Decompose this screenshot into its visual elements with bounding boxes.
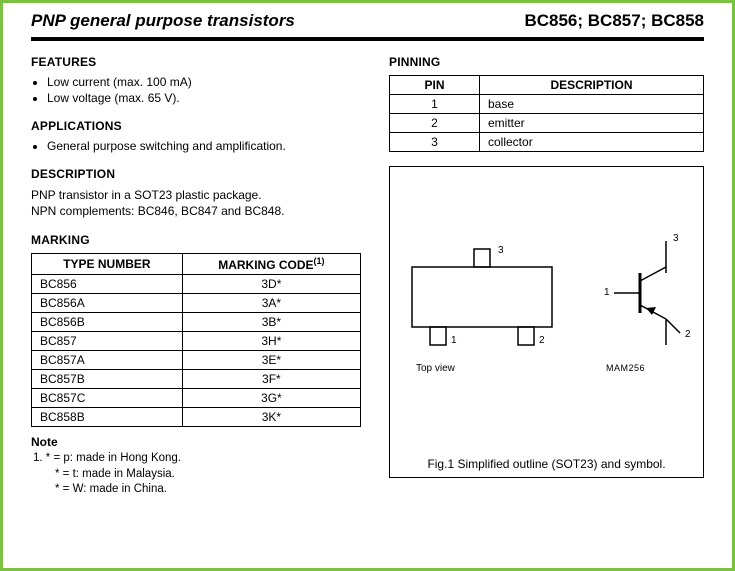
pin3-label: 3 (498, 245, 504, 256)
applications-heading: APPLICATIONS (31, 119, 361, 133)
figure-stage: 3 1 2 Top view (398, 177, 695, 437)
feature-item: Low current (max. 100 mA) (47, 75, 361, 89)
table-row: 1base (390, 95, 704, 114)
table-row: BC857A3E* (32, 351, 361, 370)
header-part-numbers: BC856; BC857; BC858 (524, 11, 704, 31)
feature-item: Low voltage (max. 65 V). (47, 91, 361, 105)
marking-heading: MARKING (31, 233, 361, 247)
table-row: BC857C3G* (32, 389, 361, 408)
left-column: FEATURES Low current (max. 100 mA) Low v… (31, 55, 361, 498)
note-line: 1. * = p: made in Hong Kong. (33, 452, 181, 464)
note-line: * = W: made in China. (33, 482, 361, 498)
table-header-row: PIN DESCRIPTION (390, 76, 704, 95)
page-header: PNP general purpose transistors BC856; B… (31, 11, 704, 37)
pin1-label: 1 (451, 335, 457, 346)
header-title: PNP general purpose transistors (31, 11, 295, 31)
table-row: BC858B3K* (32, 408, 361, 427)
table-row: BC8563D* (32, 275, 361, 294)
table-row: BC856A3A* (32, 294, 361, 313)
table-row: 3collector (390, 133, 704, 152)
table-header-row: TYPE NUMBER MARKING CODE(1) (32, 254, 361, 275)
application-item: General purpose switching and amplificat… (47, 139, 361, 153)
figure-box: 3 1 2 Top view (389, 166, 704, 478)
note-body: 1. * = p: made in Hong Kong. * = t: made… (31, 451, 361, 498)
table-row: 2emitter (390, 114, 704, 133)
marking-table: TYPE NUMBER MARKING CODE(1) BC8563D* BC8… (31, 253, 361, 427)
sym-pin2-label: 2 (685, 329, 691, 340)
description-heading: DESCRIPTION (31, 167, 361, 181)
marking-col-type: TYPE NUMBER (32, 254, 183, 275)
sym-pin3-label: 3 (673, 233, 679, 244)
note-heading: Note (31, 435, 361, 449)
pin2-label: 2 (539, 335, 545, 346)
features-list: Low current (max. 100 mA) Low voltage (m… (31, 75, 361, 105)
description-text: PNP transistor in a SOT23 plastic packag… (31, 187, 361, 219)
table-row: BC857B3F* (32, 370, 361, 389)
pinning-heading: PINNING (389, 55, 704, 69)
table-row: BC8573H* (32, 332, 361, 351)
table-row: BC856B3B* (32, 313, 361, 332)
header-rule (31, 37, 704, 41)
applications-list: General purpose switching and amplificat… (31, 139, 361, 153)
sym-pin1-label: 1 (604, 287, 610, 298)
description-line: PNP transistor in a SOT23 plastic packag… (31, 188, 262, 202)
marking-col-code: MARKING CODE(1) (182, 254, 360, 275)
figure-caption: Fig.1 Simplified outline (SOT23) and sym… (390, 457, 703, 471)
right-column: PINNING PIN DESCRIPTION 1base 2emitter 3… (389, 55, 704, 498)
note-line: * = t: made in Malaysia. (33, 467, 361, 483)
datasheet-page: PNP general purpose transistors BC856; B… (0, 0, 735, 571)
figure-refcode: MAM256 (606, 363, 645, 373)
pinning-table: PIN DESCRIPTION 1base 2emitter 3collecto… (389, 75, 704, 152)
description-line: NPN complements: BC846, BC847 and BC848. (31, 204, 284, 218)
pinning-col-pin: PIN (390, 76, 480, 95)
pinning-col-desc: DESCRIPTION (480, 76, 704, 95)
topview-label: Top view (416, 363, 455, 374)
content-columns: FEATURES Low current (max. 100 mA) Low v… (31, 55, 704, 498)
features-heading: FEATURES (31, 55, 361, 69)
